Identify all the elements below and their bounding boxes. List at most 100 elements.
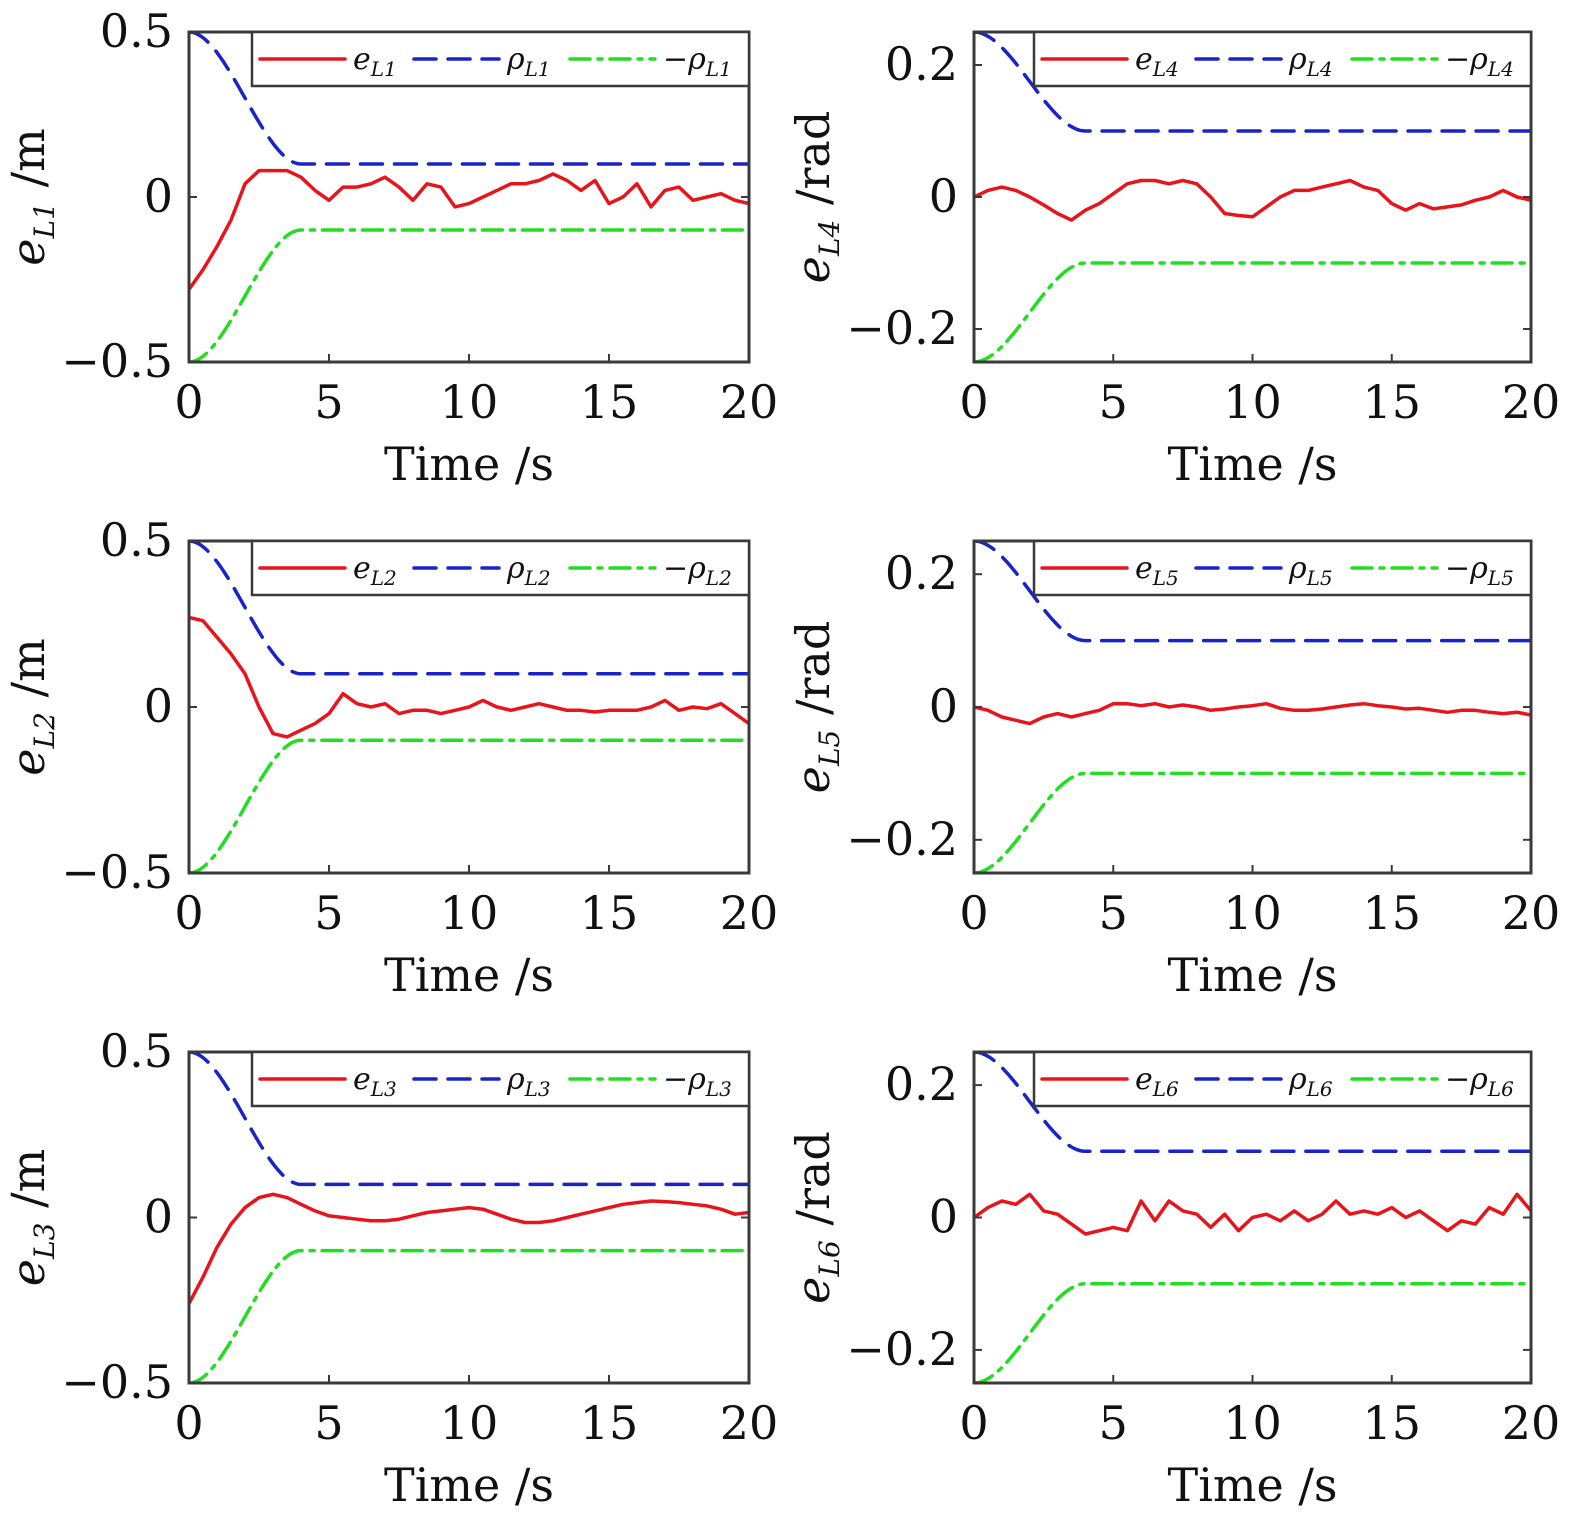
x-tick-label: 0 [959,1396,988,1450]
x-tick-label: 0 [174,375,203,429]
y-axis-label: eL3 /m [1,1149,61,1286]
x-tick-label: 20 [1502,886,1561,940]
x-tick-label: 0 [959,886,988,940]
x-tick-label: 15 [1362,886,1421,940]
legend: eL3 ρL3 −ρL3 [250,1050,751,1108]
x-tick-label: 0 [174,1396,203,1450]
y-tick-label: 0.5 [100,4,173,58]
y-tick-label: −0.5 [61,1355,173,1409]
plot-area [974,541,1531,873]
y-tick-label: −0.2 [846,1322,958,1376]
y-tick-label: 0 [929,169,958,223]
plot-area [189,1052,749,1383]
x-axis-label: Time /s [384,948,554,1002]
legend-label-e_L6: eL6 [1135,1062,1179,1101]
y-tick-label: 0.5 [100,513,173,567]
x-tick-label: 15 [1362,1396,1421,1450]
legend: eL5 ρL5 −ρL5 [1032,539,1533,597]
x-tick-label: 20 [720,886,779,940]
legend-label-rho_L1: ρL1 [506,42,551,81]
y-tick-label: −0.5 [61,845,173,899]
legend-label--rho_L4: −ρL4 [1445,42,1514,81]
series-line--rho_L4 [974,261,1531,362]
x-tick-label: 15 [1362,375,1421,429]
series-line-rho_L6 [974,1052,1531,1154]
x-tick-label: 5 [1099,1396,1128,1450]
x-tick-label: 5 [1099,886,1128,940]
x-tick-label: 0 [174,886,203,940]
x-tick-label: 5 [314,375,343,429]
legend-label-e_L5: eL5 [1135,551,1179,590]
series-line-rho_L2 [189,541,749,676]
x-tick-label: 10 [440,375,499,429]
series-line-e_L4 [974,178,1531,222]
x-axis-label: Time /s [1168,948,1338,1002]
legend: eL4 ρL4 −ρL4 [1032,30,1533,88]
legend: eL6 ρL6 −ρL6 [1032,1050,1533,1108]
x-axis-label: Time /s [1168,1458,1338,1512]
x-tick-label: 5 [314,886,343,940]
x-tick-label: 10 [440,1396,499,1450]
series-line--rho_L3 [189,1248,749,1383]
legend-label-e_L2: eL2 [353,551,397,590]
y-tick-label: 0 [929,1190,958,1244]
legend-label-rho_L5: ρL5 [1288,551,1333,590]
x-tick-label: 20 [1502,375,1561,429]
legend-label--rho_L6: −ρL6 [1445,1062,1514,1101]
plot-area [189,32,749,362]
series-line-rho_L1 [189,32,749,166]
legend-label-e_L1: eL1 [353,42,397,81]
series-line--rho_L5 [974,771,1531,873]
x-axis-label: Time /s [384,437,554,491]
x-tick-label: 10 [1223,375,1282,429]
y-tick-label: −0.5 [61,334,173,388]
legend-label-rho_L4: ρL4 [1288,42,1333,81]
x-tick-label: 10 [440,886,499,940]
legend: eL2 ρL2 −ρL2 [250,539,751,597]
legend-label--rho_L1: −ρL1 [663,42,732,81]
y-tick-label: 0.5 [100,1024,173,1078]
legend: eL1 ρL1 −ρL1 [250,30,751,88]
x-tick-label: 10 [1223,886,1282,940]
legend-label-e_L3: eL3 [353,1062,397,1101]
series-line-e_L5 [974,701,1531,726]
plot-area [189,541,749,873]
x-axis-label: Time /s [1168,437,1338,491]
series-line-e_L3 [189,1192,749,1306]
y-tick-label: 0.2 [885,546,958,600]
legend-label-rho_L6: ρL6 [1288,1062,1333,1101]
y-axis-label: eL1 /m [1,128,61,265]
x-tick-label: 20 [1502,1396,1561,1450]
x-tick-label: 5 [1099,375,1128,429]
series-line--rho_L1 [189,228,749,362]
y-tick-label: 0.2 [885,37,958,91]
legend-label-rho_L2: ρL2 [506,551,551,590]
series-line-e_L1 [189,168,749,292]
y-axis-label: eL2 /m [1,638,61,775]
y-axis-label: eL4 /rad [786,111,846,284]
y-axis-label: eL5 /rad [786,621,846,794]
x-tick-label: 20 [720,1396,779,1450]
x-tick-label: 5 [314,1396,343,1450]
series-line--rho_L2 [189,738,749,873]
y-tick-label: 0 [144,679,173,733]
legend-label--rho_L2: −ρL2 [663,551,732,590]
x-tick-label: 15 [580,1396,639,1450]
x-tick-label: 15 [580,375,639,429]
y-tick-label: −0.2 [846,301,958,355]
y-tick-label: −0.2 [846,812,958,866]
plot-area [974,32,1531,362]
x-tick-label: 15 [580,886,639,940]
legend-label--rho_L5: −ρL5 [1445,551,1514,590]
legend-label-e_L4: eL4 [1135,42,1179,81]
series-line-rho_L4 [974,32,1531,133]
legend-label--rho_L3: −ρL3 [663,1062,732,1101]
legend-label-rho_L3: ρL3 [506,1062,551,1101]
series-line-e_L6 [974,1192,1531,1236]
